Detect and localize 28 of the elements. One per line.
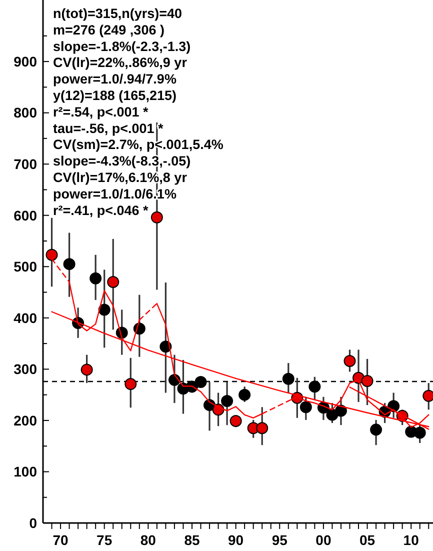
y-tick-label: 300 [14,361,38,378]
x-tick-label: 05 [359,532,376,548]
annotation: slope=-1.8%(-2.3,-1.3) [53,38,191,54]
x-tick-label: 75 [96,532,112,548]
x-tick-label: 85 [184,532,200,548]
y-tick-label: 400 [14,310,38,326]
x-tick-label: 70 [52,532,69,548]
annotation: power=1.0/.94/7.9% [53,72,176,87]
y-tick-label: 500 [14,258,38,275]
x-tick-label: 95 [272,532,288,548]
annotation: r²=.41, p<.046 * [53,202,150,218]
annotation: CV(lr)=22%,.86%,9 yr [53,55,188,70]
x-tick-label: 10 [403,532,420,548]
x-tick-label: 80 [140,532,156,548]
annotation: tau=-.56, p<.001 * [53,120,164,136]
y-tick-label: 600 [14,207,38,224]
y-tick-label: 800 [14,104,38,121]
x-tick-label: 90 [228,532,244,548]
y-tick-label: 700 [14,156,38,172]
y-tick-label: 100 [14,464,38,480]
annotation: n(tot)=315,n(yrs)=40 [53,6,182,21]
annotation: y(12)=188 (165,215) [53,88,176,103]
y-tick-label: 200 [14,412,38,428]
annotation: m=276 (249 ,306 ) [53,22,164,38]
y-tick-label: 900 [14,53,38,70]
y-tick-label: 0 [29,514,38,531]
x-tick-label: 00 [316,532,332,548]
annotation: r²=.54, p<.001 * [53,104,150,120]
